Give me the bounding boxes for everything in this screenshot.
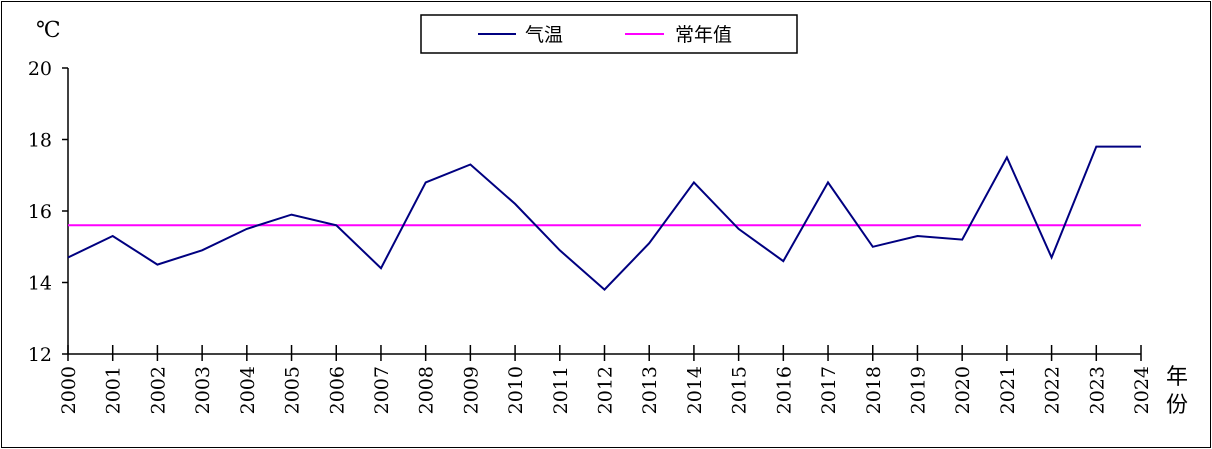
x-tick-label: 2002 <box>147 366 169 414</box>
x-tick-label: 2024 <box>1131 366 1153 414</box>
x-axis-unit-label-1: 年 <box>1166 365 1188 390</box>
x-tick-label: 2021 <box>997 366 1019 414</box>
x-tick-label: 2006 <box>326 366 348 414</box>
legend: 气温 常年值 <box>420 14 798 54</box>
y-tick-label: 14 <box>28 273 52 295</box>
legend-label-normal: 常年值 <box>675 24 732 46</box>
series-layer <box>67 145 1141 291</box>
y-tick-label: 18 <box>28 130 52 152</box>
x-tick-label: 2019 <box>907 366 929 414</box>
x-tick-label: 2022 <box>1042 366 1064 414</box>
x-tick-label: 2004 <box>237 366 259 414</box>
x-tick-label: 2014 <box>684 366 706 414</box>
x-tick-label: 2023 <box>1086 366 1108 414</box>
x-axis-unit-label-2: 份 <box>1166 393 1188 418</box>
series-line-temperature <box>67 145 1141 291</box>
x-tick-label: 2008 <box>416 366 438 414</box>
y-tick-label: 12 <box>28 344 52 366</box>
x-tick-label: 2005 <box>282 366 304 414</box>
y-tick-label: 16 <box>28 201 52 223</box>
legend-label-temperature: 气温 <box>525 24 563 46</box>
x-tick-label: 2003 <box>192 366 214 414</box>
x-tick-label: 2017 <box>818 366 840 414</box>
x-tick-label: 2011 <box>550 366 572 414</box>
y-ticks: 12 14 16 18 20 <box>28 58 68 366</box>
x-tick-label: 2018 <box>863 366 885 414</box>
x-tick-label: 2000 <box>58 366 80 414</box>
x-tick-label: 2001 <box>103 366 125 414</box>
y-axis-unit-label: ℃ <box>36 18 61 43</box>
x-tick-label: 2012 <box>595 366 617 414</box>
x-tick-label: 2009 <box>460 366 482 414</box>
x-tick-label: 2016 <box>773 366 795 414</box>
x-tick-label: 2010 <box>505 366 527 414</box>
x-tick-label: 2013 <box>639 366 661 414</box>
x-tick-label: 2015 <box>729 366 751 414</box>
x-ticks: 2000 2001 2002 2003 2004 2005 2006 2007 2008 2009… <box>58 345 1153 414</box>
x-tick-label: 2007 <box>371 366 393 414</box>
legend-box <box>420 14 798 54</box>
y-tick-label: 20 <box>28 58 52 80</box>
x-tick-label: 2020 <box>952 366 974 414</box>
